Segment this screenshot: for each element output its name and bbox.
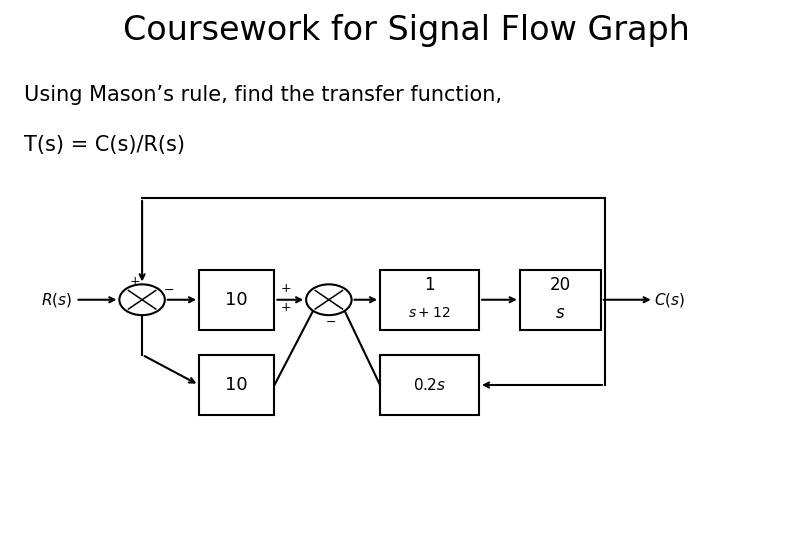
Circle shape	[306, 284, 351, 315]
Bar	[519, 270, 600, 330]
Text: T(s) = C(s)/R(s): T(s) = C(s)/R(s)	[24, 135, 185, 155]
Text: −: −	[325, 316, 336, 329]
Text: 20: 20	[549, 277, 570, 294]
Text: +: +	[130, 275, 140, 288]
Text: $C(s)$: $C(s)$	[654, 291, 684, 309]
Text: $s$: $s$	[555, 304, 564, 322]
Text: Coursework for Signal Flow Graph: Coursework for Signal Flow Graph	[122, 14, 689, 47]
Text: +: +	[280, 283, 290, 295]
Text: $s + 12$: $s + 12$	[408, 306, 450, 320]
Text: −: −	[164, 284, 174, 297]
Circle shape	[119, 284, 165, 315]
Text: 10: 10	[225, 376, 247, 394]
Text: +: +	[280, 301, 290, 314]
Bar	[380, 355, 478, 415]
Text: 1: 1	[423, 277, 435, 294]
Bar	[199, 355, 274, 415]
Text: $0.2s$: $0.2s$	[413, 377, 445, 393]
Text: 10: 10	[225, 291, 247, 309]
Text: Using Mason’s rule, find the transfer function,: Using Mason’s rule, find the transfer fu…	[24, 85, 502, 105]
Text: $R(s)$: $R(s)$	[41, 291, 71, 309]
Bar	[380, 270, 478, 330]
Bar	[199, 270, 274, 330]
